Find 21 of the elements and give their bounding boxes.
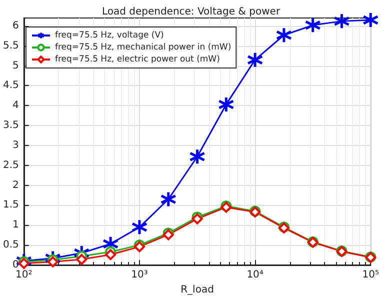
y-tick-label: 4: [12, 100, 19, 112]
y-tick-label: 5: [12, 60, 19, 72]
y-tick-label: 3: [12, 140, 19, 151]
y-tick-label: 6: [12, 20, 19, 32]
y-tick-label: 1: [12, 220, 19, 231]
x-tick-label: 10⁴: [246, 270, 264, 280]
x-tick-label: 10⁵: [362, 270, 379, 280]
y-tick-label: 3.5: [2, 120, 19, 132]
y-tick-label: 5.5: [2, 40, 19, 52]
y-tick-label: 0.5: [2, 240, 19, 251]
x-tick-label: 10²: [16, 270, 32, 280]
legend-label: freq=75.5 Hz, mechanical power in (mW): [55, 42, 232, 52]
legend-label: freq=75.5 Hz, voltage (V): [55, 30, 164, 40]
y-tick-label: 4.5: [2, 80, 19, 92]
x-axis-title: R_load: [180, 284, 214, 296]
y-tick-label: 2.5: [2, 160, 19, 171]
legend-label: freq=75.5 Hz, electric power out (mW): [55, 54, 220, 64]
x-tick-label: 10³: [131, 270, 148, 280]
y-tick-label: 1.5: [2, 200, 19, 211]
chart-title: Load dependence: Voltage & power: [102, 6, 281, 18]
y-tick-label: 2: [12, 180, 19, 191]
